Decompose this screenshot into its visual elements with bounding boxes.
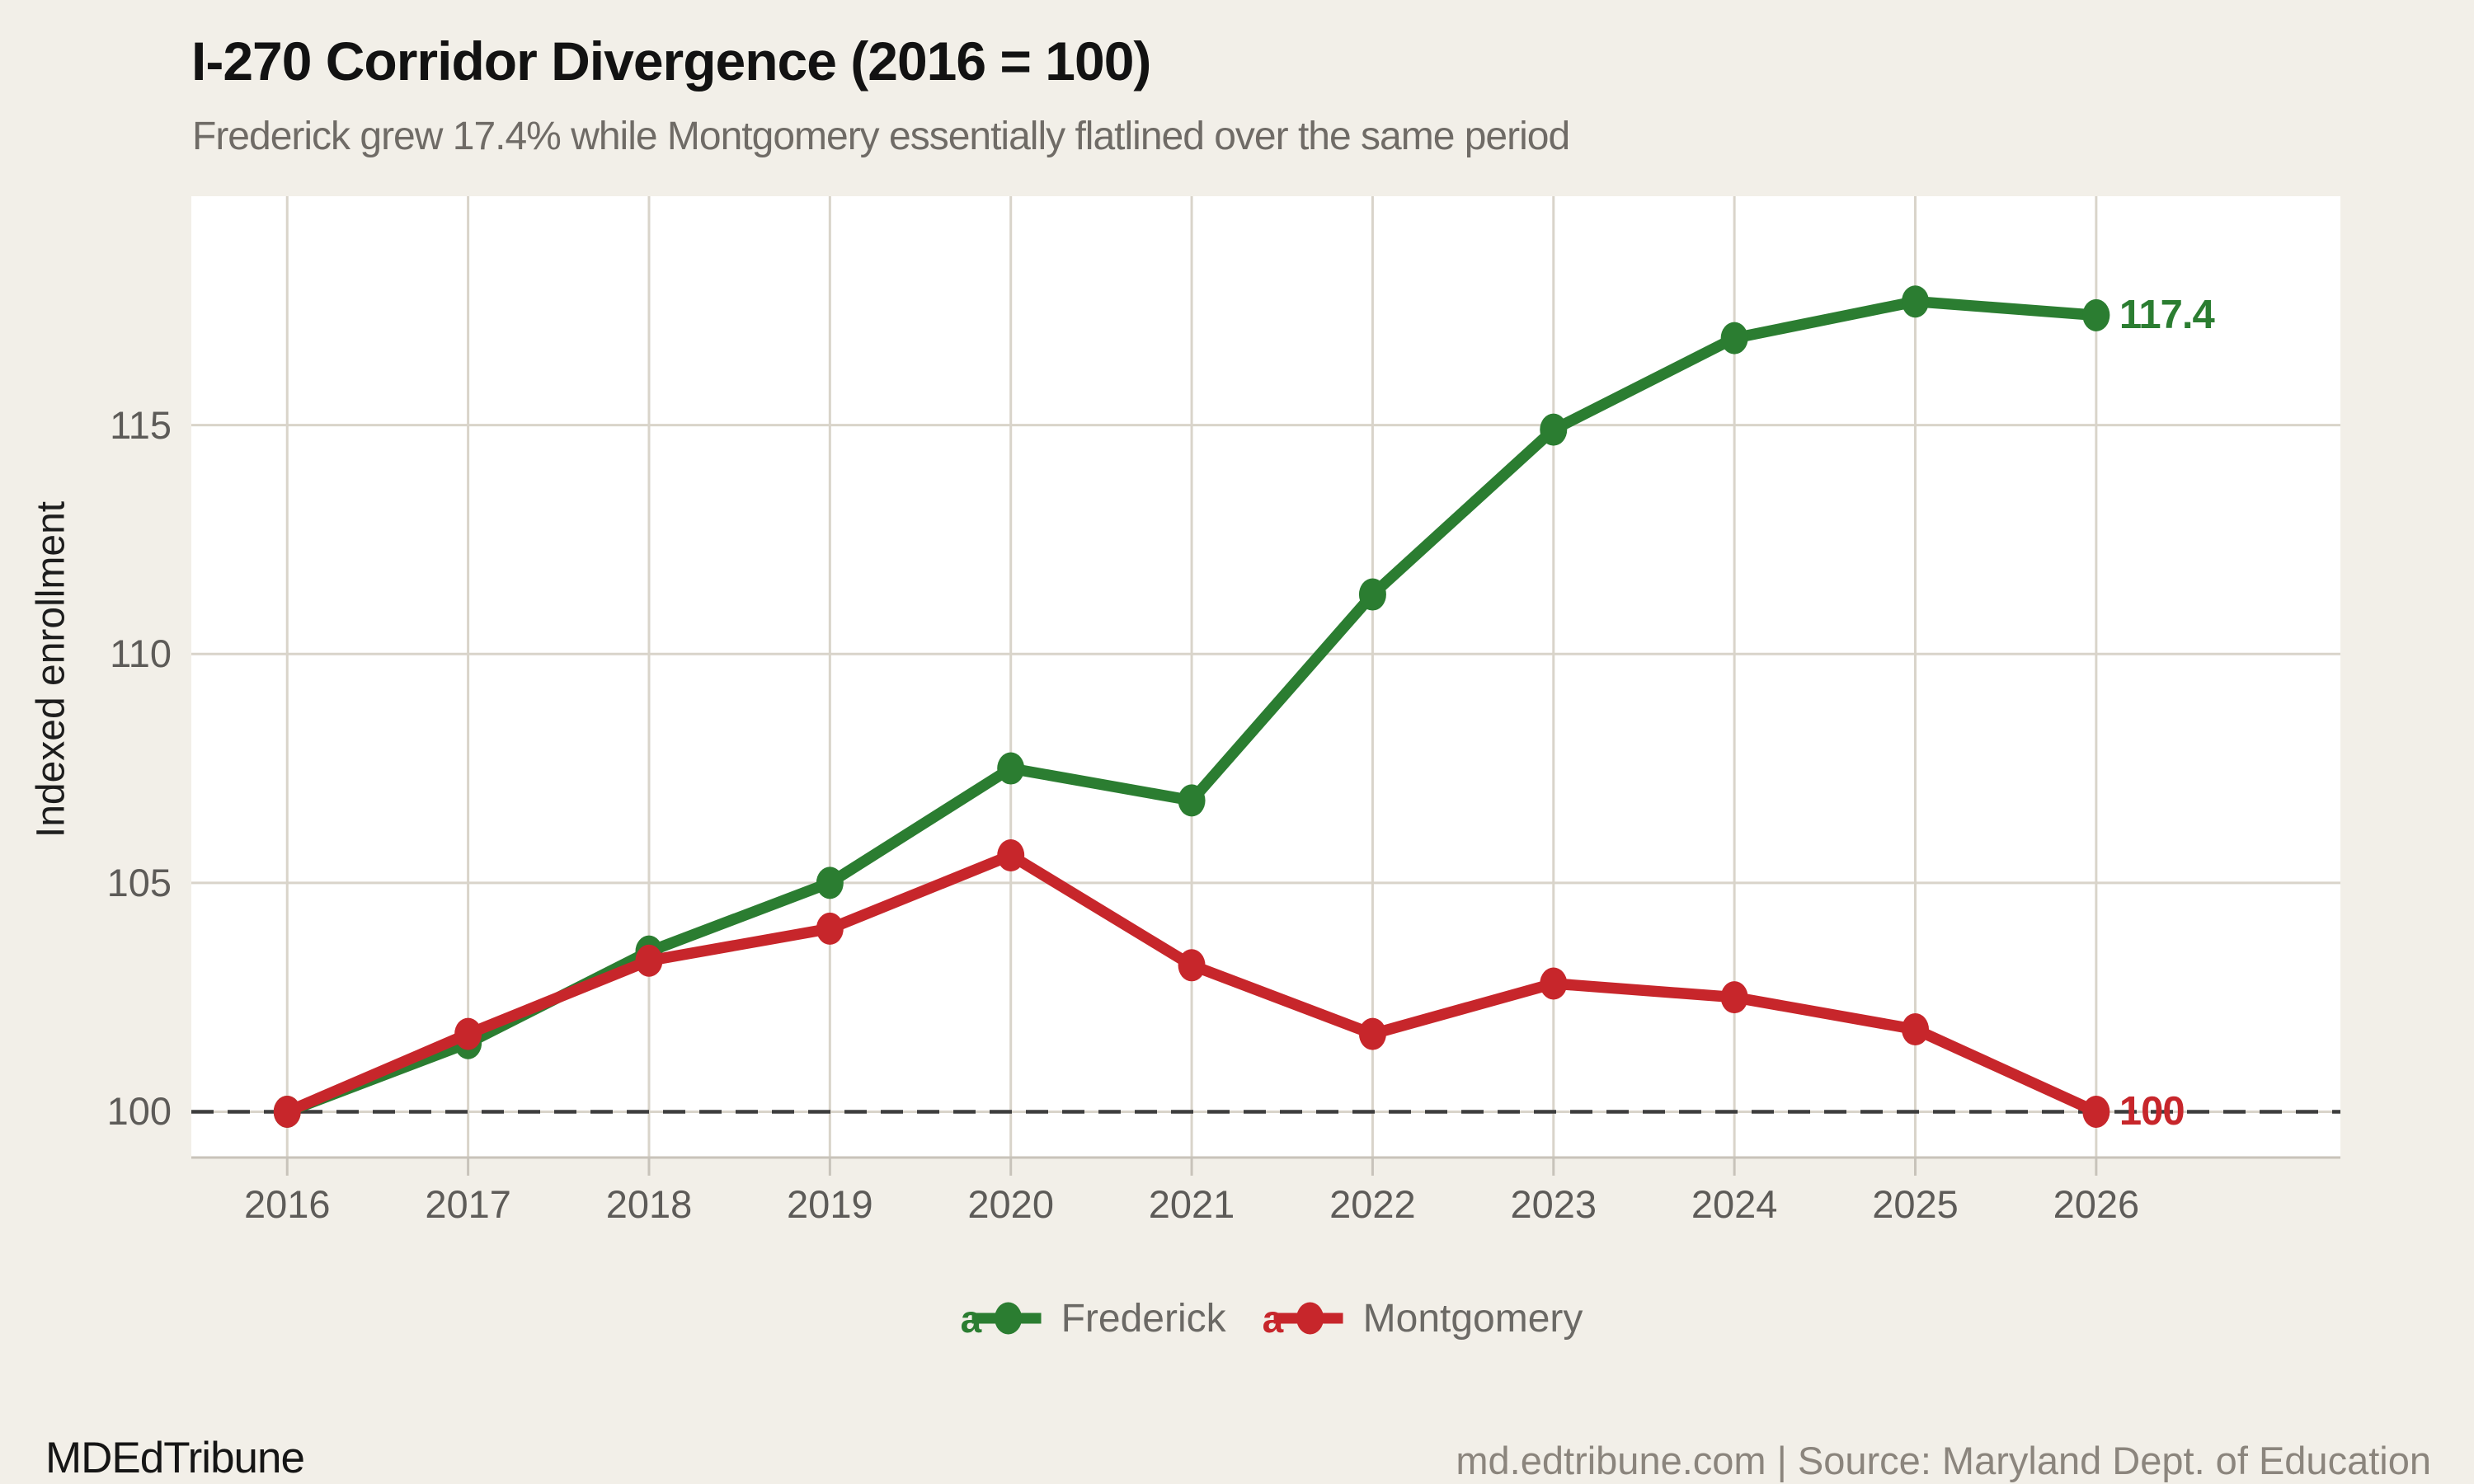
x-tick-label: 2026 [2053, 1182, 2140, 1226]
x-tick-label: 2024 [1691, 1182, 1778, 1226]
montgomery-point [1178, 949, 1206, 982]
montgomery-point [454, 1017, 482, 1050]
x-tick-label: 2022 [1329, 1182, 1416, 1226]
source-attribution: md.edtribune.com | Source: Maryland Dept… [1456, 1439, 2431, 1482]
y-tick-label: 105 [106, 860, 172, 904]
frederick-point [1540, 413, 1568, 446]
x-tick-label: 2018 [605, 1182, 693, 1226]
legend-label-montgomery: Montgomery [1362, 1296, 1583, 1341]
frederick-point [1358, 578, 1386, 611]
frederick-point [816, 866, 844, 899]
chart-title: I-270 Corridor Divergence (2016 = 100) [191, 31, 1151, 92]
frederick-point [2082, 298, 2110, 331]
montgomery-point [1720, 981, 1748, 1014]
x-tick-label: 2025 [1872, 1182, 1959, 1226]
montgomery-point [1902, 1013, 1930, 1046]
montgomery-legend-key-icon: a [1263, 1298, 1343, 1341]
y-tick-label: 115 [110, 402, 172, 447]
y-tick-label: 110 [110, 632, 172, 676]
chart-subtitle: Frederick grew 17.4% while Montgomery es… [192, 115, 1570, 158]
montgomery-point [2082, 1095, 2110, 1128]
frederick-point [1178, 784, 1206, 817]
frederick-point [1720, 322, 1748, 355]
svg-text:a: a [961, 1298, 982, 1341]
montgomery-point [273, 1095, 301, 1128]
legend-item-frederick: a Frederick [961, 1291, 1226, 1345]
x-tick-label: 2017 [425, 1182, 511, 1226]
montgomery-point [997, 839, 1025, 872]
montgomery-end-value-label: 100 [2119, 1089, 2185, 1134]
montgomery-point [635, 944, 663, 977]
svg-text:a: a [1263, 1298, 1284, 1341]
frederick-end-value-label: 117.4 [2119, 293, 2215, 338]
legend: a Frederick a Montgomery [961, 1291, 1583, 1345]
y-tick-label: 100 [106, 1089, 172, 1134]
x-tick-label: 2016 [243, 1182, 331, 1226]
x-tick-label: 2021 [1148, 1182, 1235, 1226]
montgomery-point [816, 912, 844, 945]
x-tick-label: 2020 [967, 1182, 1054, 1226]
legend-item-montgomery: a Montgomery [1263, 1291, 1583, 1345]
x-tick-label: 2023 [1510, 1182, 1597, 1226]
frederick-point [1902, 285, 1930, 318]
montgomery-point [1358, 1017, 1386, 1050]
legend-label-frederick: Frederick [1061, 1296, 1226, 1341]
montgomery-point [1540, 967, 1568, 1000]
frederick-legend-key-icon: a [961, 1298, 1042, 1341]
frederick-point [997, 752, 1025, 785]
publisher-wordmark: MDEdTribune [45, 1434, 305, 1482]
x-tick-label: 2019 [787, 1182, 873, 1226]
